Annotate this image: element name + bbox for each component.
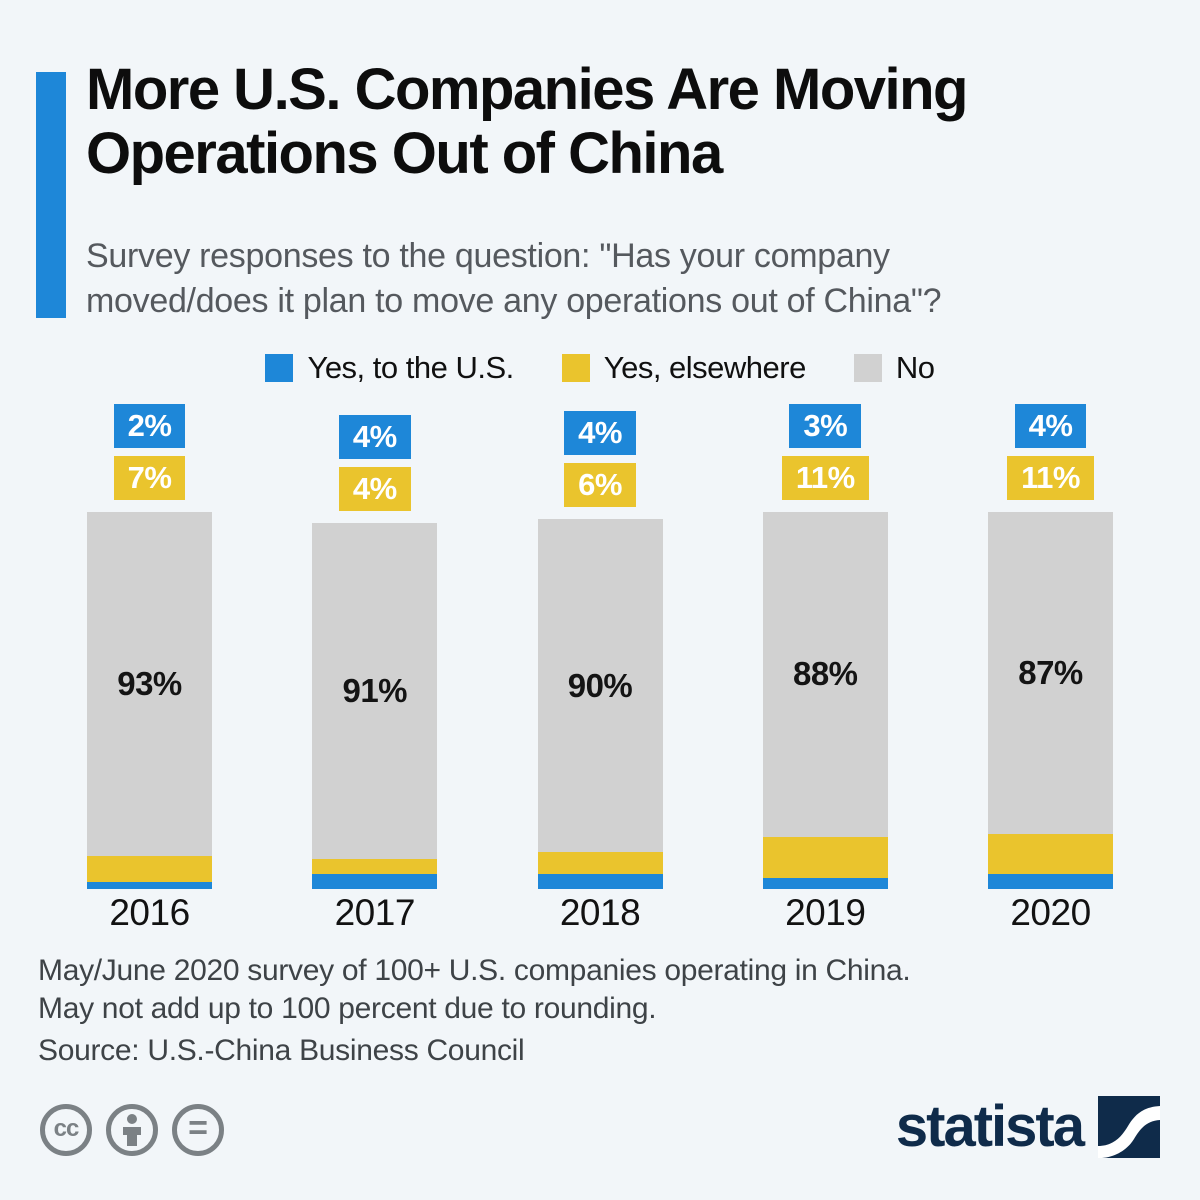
x-axis-label-2016: 2016	[109, 892, 190, 933]
bar-segment-us-2016	[87, 881, 212, 889]
legend: Yes, to the U.S. Yes, elsewhere No	[0, 350, 1200, 386]
bar-segment-elsewhere-2018	[537, 852, 663, 875]
legend-label: Yes, to the U.S.	[307, 350, 514, 385]
value-label-us-2016: 2%	[113, 403, 186, 448]
bar-segment-no-2016: 93%	[87, 511, 212, 856]
bar-column-2018: 4% 6% 90% 2018	[488, 395, 713, 937]
chart-subtitle-line2: moved/does it plan to move any operation…	[86, 281, 942, 320]
chart-subtitle-line1: Survey responses to the question: "Has y…	[86, 237, 890, 275]
x-axis-label-2020: 2020	[1010, 892, 1091, 933]
footnote-line1: May/June 2020 survey of 100+ U.S. compan…	[38, 954, 911, 987]
bar-segment-elsewhere-2020	[988, 833, 1113, 875]
value-label-us-2020: 4%	[1014, 403, 1087, 448]
legend-swatch-icon	[265, 354, 294, 382]
bar-segment-no-2019: 88%	[762, 511, 888, 838]
footnote-line2: May not add up to 100 percent due to rou…	[38, 992, 657, 1026]
license-icons: cc =	[40, 1104, 224, 1156]
statista-logo-mark-icon	[1098, 1096, 1160, 1158]
legend-swatch-icon	[853, 354, 882, 382]
statista-logo: statista	[896, 1096, 1160, 1158]
attribution-icon	[106, 1104, 158, 1156]
bar-segment-no-2020: 87%	[988, 511, 1113, 834]
source-line: Source: U.S.-China Business Council	[38, 1034, 525, 1067]
bar-segment-no-2017: 91%	[312, 522, 438, 860]
bar-segment-elsewhere-2017	[312, 859, 438, 875]
bar-segment-us-2017	[312, 874, 438, 889]
legend-label: Yes, elsewhere	[603, 350, 807, 385]
value-label-elsewhere-2016: 7%	[113, 455, 186, 500]
x-axis-label-2019: 2019	[785, 892, 866, 933]
stacked-bar-chart: 2% 7% 93% 2016 4% 4% 91% 2017 4% 6% 90% 2018 3% 11% 88…	[37, 395, 1163, 937]
value-label-us-2018: 4%	[564, 411, 636, 456]
x-axis-label-2017: 2017	[334, 892, 416, 933]
chart-subtitle: Survey responses to the question: "Has y…	[86, 234, 1186, 324]
x-axis-label-2018: 2018	[559, 892, 641, 933]
bar-segment-no-2018: 90%	[537, 519, 663, 853]
legend-item-3: No	[853, 350, 935, 386]
bar-segment-us-2018	[537, 874, 663, 889]
value-label-elsewhere-2019: 11%	[781, 455, 869, 500]
footnote: May/June 2020 survey of 100+ U.S. compan…	[38, 952, 911, 1029]
bar-column-2016: 2% 7% 93% 2016	[37, 395, 262, 937]
title-accent-bar	[36, 72, 66, 318]
no-derivatives-icon: =	[172, 1104, 224, 1156]
bar-column-2020: 4% 11% 87% 2020	[938, 395, 1163, 937]
bar-segment-us-2019	[762, 877, 888, 889]
bar-segment-elsewhere-2019	[762, 837, 888, 878]
bar-segment-us-2020	[988, 874, 1113, 889]
bar-segment-elsewhere-2016	[87, 855, 212, 882]
value-label-us-2019: 3%	[789, 403, 862, 448]
legend-item-2: Yes, elsewhere	[561, 350, 807, 386]
legend-label: No	[895, 350, 935, 385]
bar-column-2019: 3% 11% 88% 2019	[713, 395, 938, 937]
bar-column-2017: 4% 4% 91% 2017	[262, 395, 487, 937]
value-label-us-2017: 4%	[338, 414, 411, 459]
cc-icon: cc	[40, 1104, 92, 1156]
value-label-elsewhere-2017: 4%	[338, 466, 411, 511]
statista-logo-text: statista	[895, 1094, 1085, 1159]
value-label-elsewhere-2018: 6%	[564, 463, 636, 508]
value-label-elsewhere-2020: 11%	[1007, 455, 1094, 500]
legend-swatch-icon	[561, 354, 590, 382]
page-title-line2: Operations Out of China	[86, 120, 723, 186]
page-title-line1: More U.S. Companies Are Moving	[86, 57, 969, 122]
page-title: More U.S. Companies Are Moving Operations…	[86, 58, 1176, 186]
legend-item-1: Yes, to the U.S.	[265, 350, 514, 386]
